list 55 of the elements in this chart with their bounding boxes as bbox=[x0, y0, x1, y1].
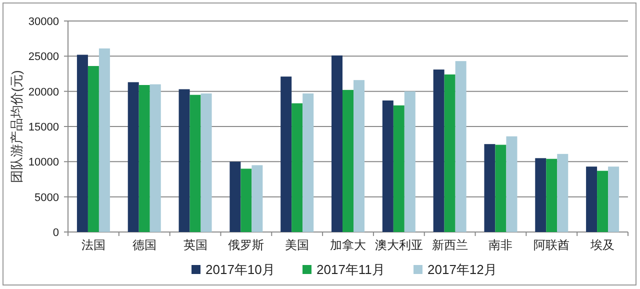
y-tick-label: 5000 bbox=[34, 192, 59, 204]
bar bbox=[535, 158, 546, 232]
x-tick-label: 俄罗斯 bbox=[228, 238, 264, 252]
x-tick-label: 阿联酋 bbox=[534, 238, 570, 252]
legend-label: 2017年10月 bbox=[206, 262, 275, 277]
x-tick-label: 德国 bbox=[132, 238, 156, 252]
bar bbox=[332, 55, 342, 232]
x-tick-label: 新西兰 bbox=[432, 238, 468, 252]
bar bbox=[230, 162, 241, 232]
bar bbox=[382, 100, 394, 232]
bar bbox=[484, 144, 496, 232]
y-tick-label: 0 bbox=[52, 227, 59, 239]
y-tick-label: 10000 bbox=[28, 156, 59, 169]
y-tick-label: 15000 bbox=[28, 122, 59, 134]
x-tick-label: 美国 bbox=[285, 238, 310, 252]
x-tick-label: 澳大利亚 bbox=[374, 238, 423, 252]
y-tick-label: 20000 bbox=[28, 86, 59, 98]
bar bbox=[200, 93, 212, 232]
bar bbox=[88, 66, 99, 232]
bar bbox=[506, 136, 518, 232]
bar bbox=[76, 54, 88, 232]
bar bbox=[393, 105, 404, 232]
bar bbox=[150, 84, 161, 232]
bar bbox=[354, 80, 364, 232]
bar bbox=[98, 48, 110, 232]
bar bbox=[546, 158, 558, 232]
bar bbox=[586, 166, 598, 232]
x-tick-label: 南非 bbox=[488, 238, 513, 252]
x-tick-label: 法国 bbox=[81, 238, 106, 252]
bar bbox=[302, 93, 314, 232]
bar bbox=[342, 90, 354, 232]
bar bbox=[495, 144, 506, 232]
x-tick-label: 英国 bbox=[183, 238, 208, 252]
y-axis-title: 团队游产品均价(元) bbox=[9, 70, 24, 183]
bar bbox=[557, 154, 568, 232]
bar bbox=[444, 74, 456, 232]
bar bbox=[240, 168, 252, 232]
y-tick-label: 30000 bbox=[28, 16, 59, 28]
legend-label: 2017年12月 bbox=[428, 262, 497, 277]
bar bbox=[608, 166, 620, 232]
bar bbox=[252, 165, 263, 232]
legend-label: 2017年11月 bbox=[316, 262, 385, 277]
bar bbox=[128, 82, 139, 232]
x-tick-label: 埃及 bbox=[590, 238, 615, 252]
bar bbox=[138, 85, 150, 232]
bar bbox=[404, 91, 416, 232]
y-tick-label: 25000 bbox=[28, 51, 59, 64]
bar bbox=[190, 94, 201, 232]
bar bbox=[280, 76, 292, 232]
bar bbox=[178, 89, 190, 232]
bar bbox=[433, 70, 444, 232]
bar bbox=[597, 170, 608, 232]
bar bbox=[455, 61, 466, 232]
bar bbox=[292, 103, 303, 232]
x-tick-label: 加拿大 bbox=[330, 238, 366, 252]
